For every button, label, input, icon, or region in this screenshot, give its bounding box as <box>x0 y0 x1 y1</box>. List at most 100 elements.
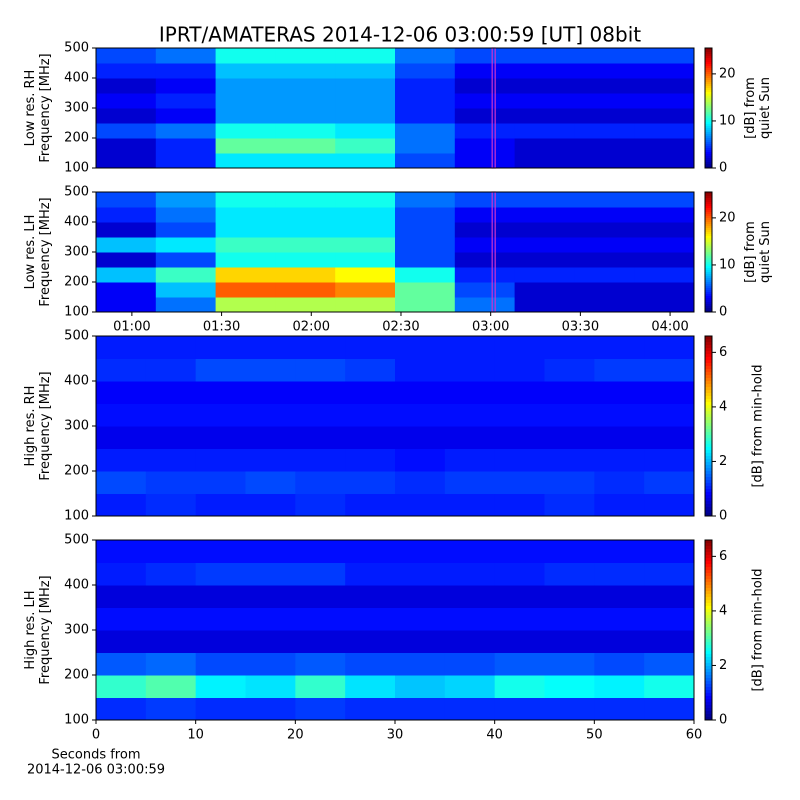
colorbar-swatch <box>705 630 712 634</box>
colorbar-swatch <box>705 278 712 281</box>
heatmap-cell <box>574 192 635 208</box>
heatmap-cell <box>594 652 645 676</box>
heatmap-cell <box>395 93 456 109</box>
heatmap-cell <box>634 252 695 268</box>
heatmap-cell <box>96 123 157 139</box>
colorbar-swatch <box>705 218 712 221</box>
heatmap-cell <box>295 585 346 608</box>
colorbar-swatch <box>705 453 712 457</box>
colorbar-swatch <box>705 390 712 394</box>
heatmap-cell <box>395 381 446 404</box>
colorbar-swatch <box>705 696 712 700</box>
heatmap-cell <box>634 237 695 253</box>
colorbar-swatch <box>705 603 712 607</box>
colorbar-swatch <box>705 435 712 439</box>
colorbar-tick-label: 6 <box>719 345 727 360</box>
colorbar-swatch <box>705 222 712 225</box>
heatmap-cell <box>574 252 635 268</box>
heatmap-cell <box>155 192 217 208</box>
heatmap-cell <box>245 358 296 382</box>
colorbar-swatch <box>705 621 712 625</box>
colorbar-swatch <box>705 148 712 151</box>
heatmap-cell <box>444 471 496 494</box>
heatmap-cell <box>295 336 346 359</box>
colorbar-swatch <box>705 56 712 59</box>
heatmap-cell <box>96 403 147 427</box>
heatmap-cell <box>644 630 695 653</box>
colorbar-swatch <box>705 216 712 219</box>
colorbar-swatch <box>705 564 712 568</box>
heatmap-cell <box>245 562 296 586</box>
colorbar-swatch <box>705 399 712 403</box>
heatmap-cell <box>335 93 396 109</box>
heatmap-cell <box>395 562 446 586</box>
colorbar-tick-label: 2 <box>719 658 727 673</box>
heatmap-cell <box>395 426 446 449</box>
colorbar-tick-label: 4 <box>719 603 727 618</box>
heatmap-cell <box>644 471 695 494</box>
heatmap-cell <box>444 336 496 359</box>
colorbar-swatch <box>705 651 712 655</box>
colorbar-swatch <box>705 456 712 460</box>
heatmap-cell <box>215 48 276 64</box>
colorbar-swatch <box>705 663 712 667</box>
heatmap-cell <box>454 192 516 208</box>
heatmap-cell <box>395 471 446 494</box>
heatmap-cell <box>514 282 575 298</box>
heatmap-cell <box>444 607 496 631</box>
colorbar-swatch <box>705 284 712 287</box>
colorbar-tick-label: 6 <box>719 549 727 564</box>
heatmap-cell <box>574 48 635 64</box>
colorbar-swatch <box>705 609 712 613</box>
heatmap-cell <box>544 426 595 449</box>
y-tick-label: 400 <box>64 215 89 230</box>
heatmap-cell <box>96 675 147 698</box>
heatmap-cell <box>155 252 217 268</box>
heatmap-cell <box>155 78 217 94</box>
heatmap-cell <box>395 403 446 427</box>
colorbar-swatch <box>705 162 712 165</box>
colorbar-swatch <box>705 290 712 293</box>
colorbar-swatch <box>705 92 712 95</box>
heatmap-cell <box>215 192 276 208</box>
heatmap-cell <box>514 237 575 253</box>
colorbar-swatch <box>705 64 712 67</box>
heatmap-cell <box>544 381 595 404</box>
heatmap-cell <box>96 297 157 313</box>
heatmap-cell <box>145 607 197 631</box>
colorbar-swatch <box>705 220 712 223</box>
heatmap-cell <box>215 63 276 79</box>
heatmap-cell <box>295 403 346 427</box>
heatmap-cell <box>295 607 346 631</box>
heatmap-cell <box>96 63 157 79</box>
heatmap-cell <box>155 153 217 169</box>
colorbar-swatch <box>705 501 712 505</box>
colorbar-frame <box>704 335 713 517</box>
figure-title: IPRT/AMATERAS 2014-12-06 03:00:59 [UT] 0… <box>159 23 641 47</box>
heatmap-cell <box>494 652 545 676</box>
heatmap-cell <box>295 471 346 494</box>
colorbar-swatch <box>705 140 712 143</box>
heatmap-cell <box>155 282 217 298</box>
heatmap-cell <box>594 426 645 449</box>
colorbar-swatch <box>705 120 712 123</box>
x-tick-label: 50 <box>586 728 603 743</box>
heatmap-cell <box>245 607 296 631</box>
colorbar-swatch <box>705 555 712 559</box>
heatmap-cell <box>295 697 346 721</box>
colorbar-swatch <box>705 423 712 427</box>
heatmap-cell <box>275 138 336 154</box>
colorbar-swatch <box>705 202 712 205</box>
heatmap-cell <box>275 123 336 139</box>
colorbar-swatch <box>705 98 712 101</box>
colorbar-swatch <box>705 298 712 301</box>
colorbar-swatch <box>705 246 712 249</box>
heatmap-cell <box>644 562 695 586</box>
heatmap-cell <box>454 78 516 94</box>
heatmap-cell <box>345 652 396 676</box>
heatmap-cell <box>454 153 516 169</box>
colorbar-tick-label: 20 <box>719 66 736 81</box>
heatmap-cell <box>335 297 396 313</box>
heatmap-cell <box>145 448 197 472</box>
x-tick-label: 03:30 <box>562 320 599 335</box>
